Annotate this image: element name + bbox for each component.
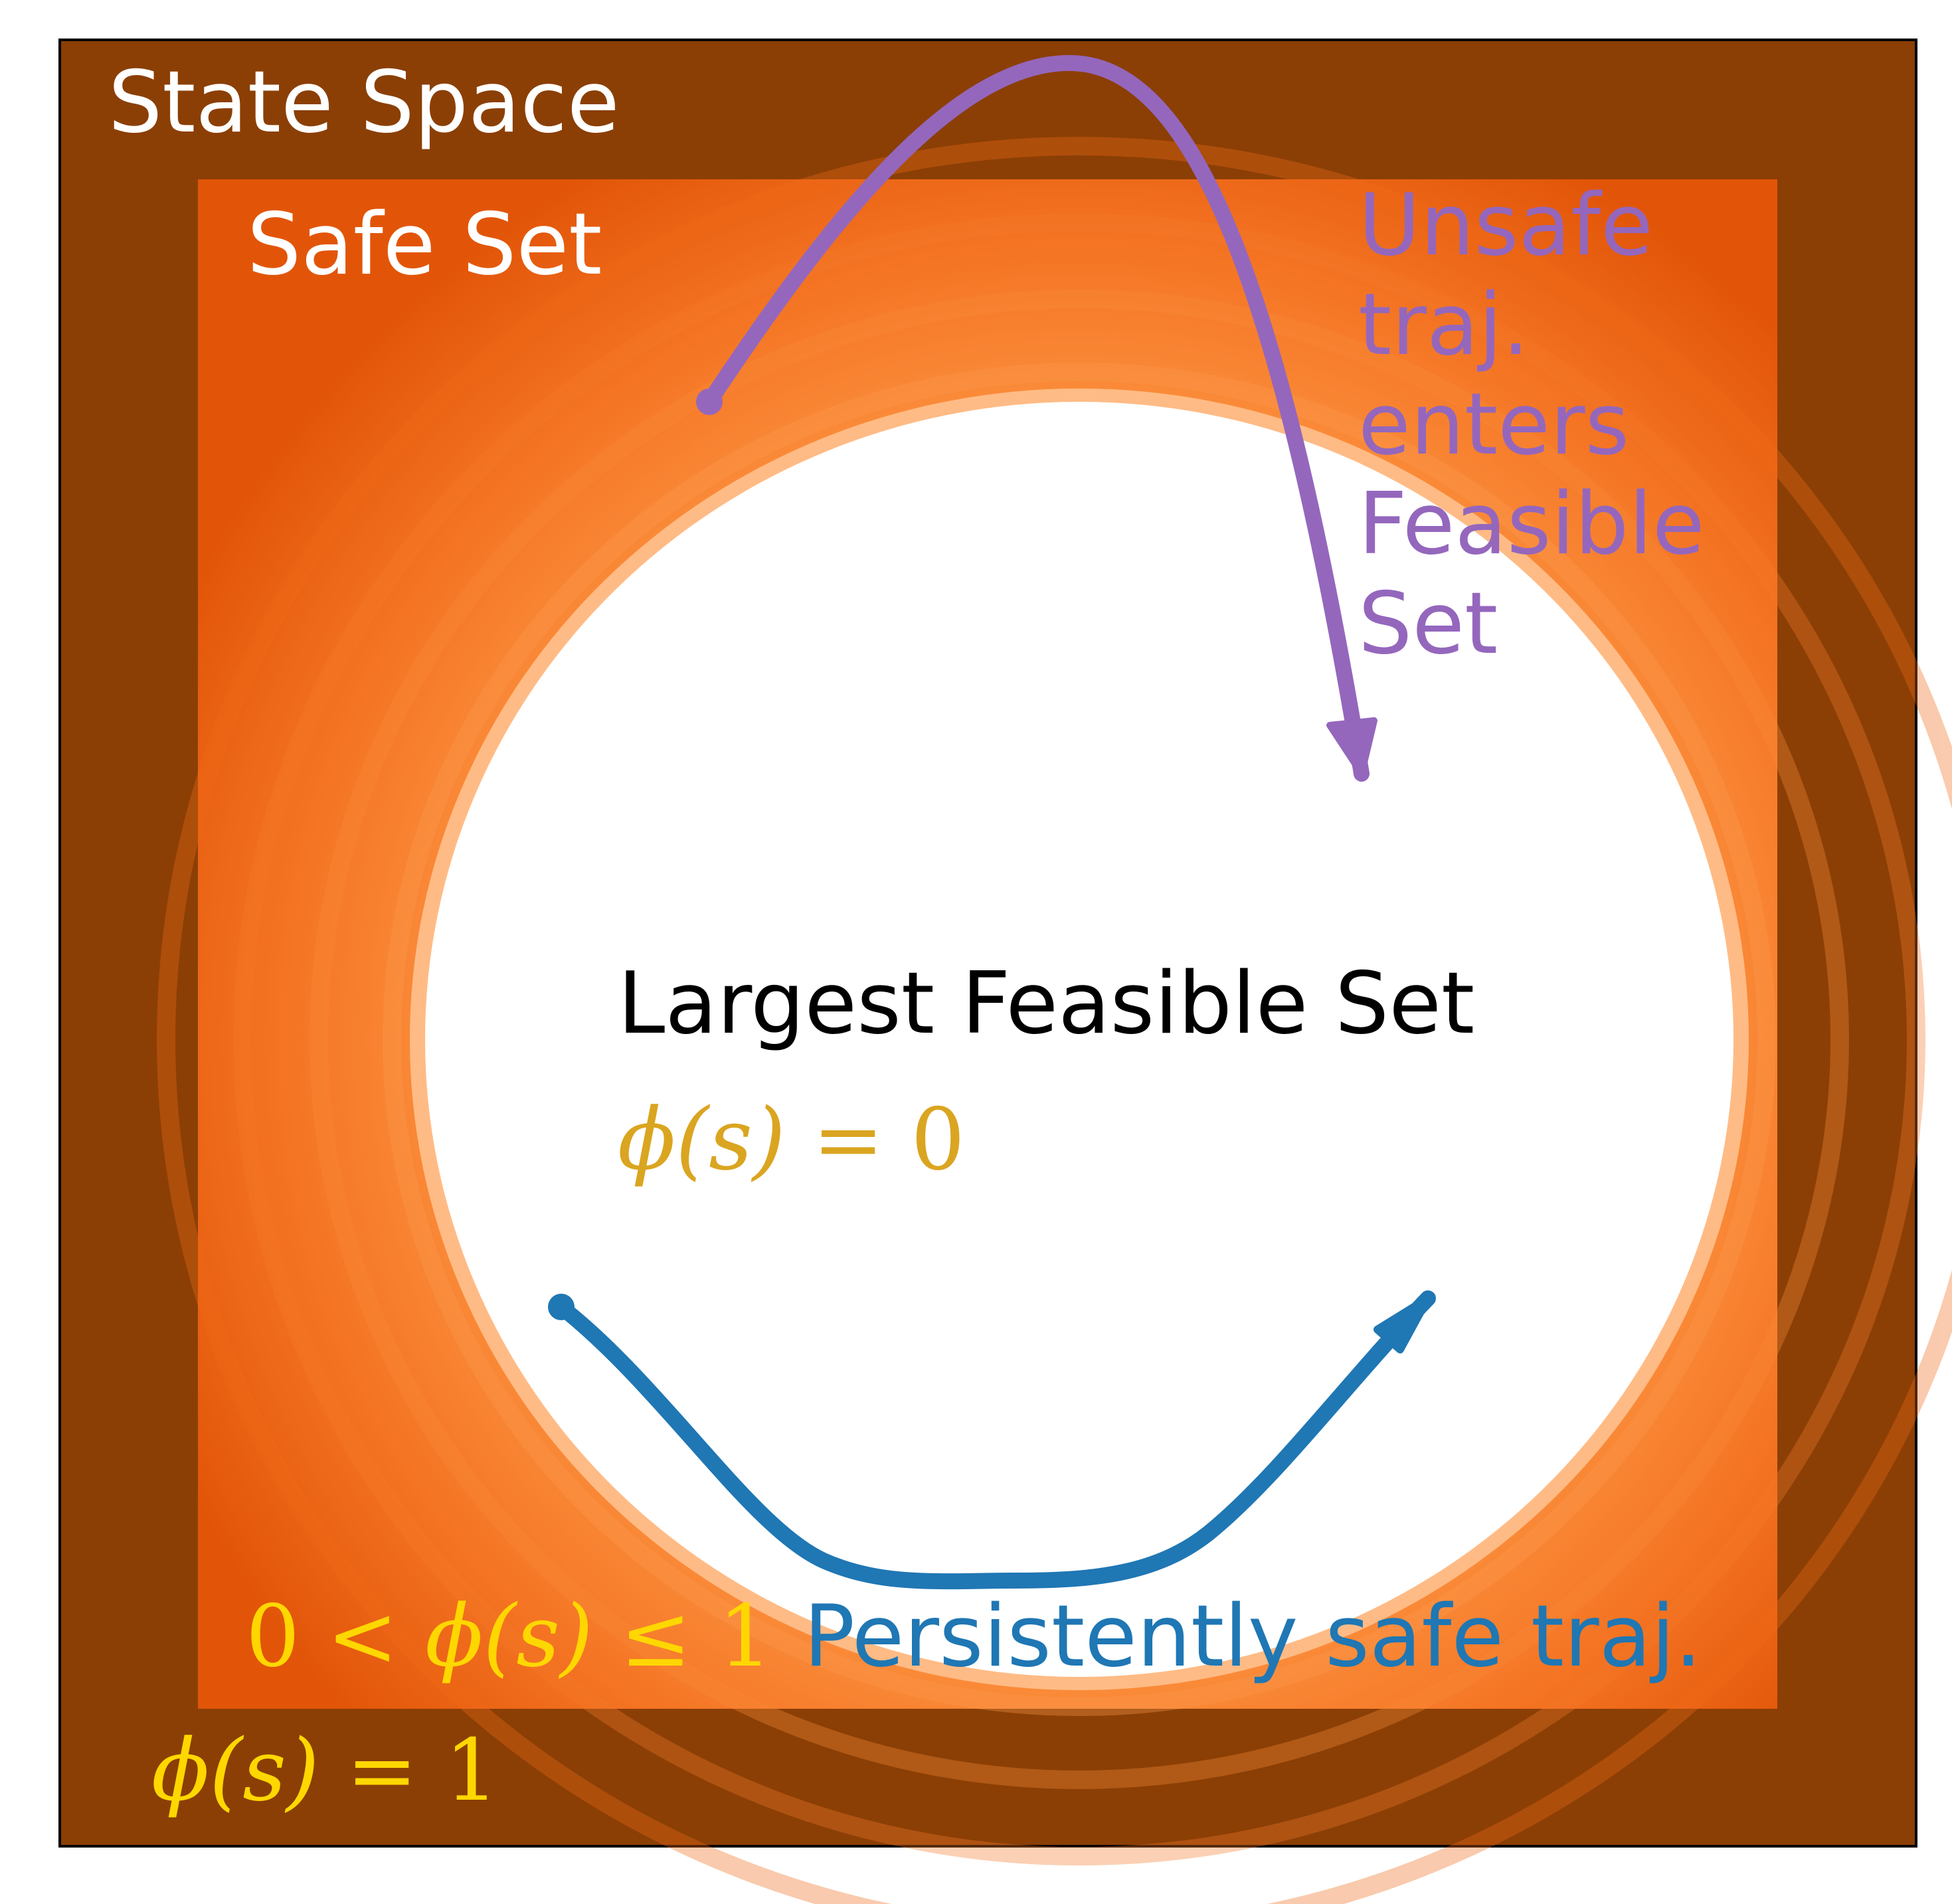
- unsafe-trajectory: [701, 54, 1370, 782]
- unsafe-label-line-1: Unsafe: [1358, 176, 1653, 275]
- phi-between-label: 0 < ϕ(s) ≤ 1: [246, 1587, 772, 1686]
- persistent-trajectory-label: Persistently safe traj.: [804, 1587, 1702, 1686]
- persistent-trajectory: [553, 1290, 1436, 1590]
- unsafe-label-line-4: Feasible: [1358, 475, 1705, 574]
- unsafe-trajectory-arrowhead: [1326, 717, 1377, 777]
- phi-one-label: ϕ(s) = 1: [151, 1721, 499, 1820]
- unsafe-label-line-2: traj.: [1358, 276, 1530, 375]
- unsafe-label-line-3: enters: [1358, 375, 1629, 474]
- largest-feasible-set-region: [425, 402, 1733, 1677]
- safe-set-label: Safe Set: [247, 195, 602, 294]
- largest-feasible-set-label: Largest Feasible Set: [618, 954, 1474, 1053]
- unsafe-label-line-5: Set: [1358, 574, 1498, 673]
- unsafe-trajectory-start: [696, 389, 723, 415]
- state-space-label: State Space: [108, 53, 620, 152]
- persistent-trajectory-arrowhead: [1374, 1294, 1432, 1353]
- persistent-trajectory-start: [548, 1294, 575, 1320]
- unsafe-trajectory-label: Unsafe traj. enters Feasible Set: [1358, 176, 1705, 673]
- safe-set-contours: [157, 137, 1952, 1904]
- phi-zero-label: ϕ(s) = 0: [618, 1090, 965, 1189]
